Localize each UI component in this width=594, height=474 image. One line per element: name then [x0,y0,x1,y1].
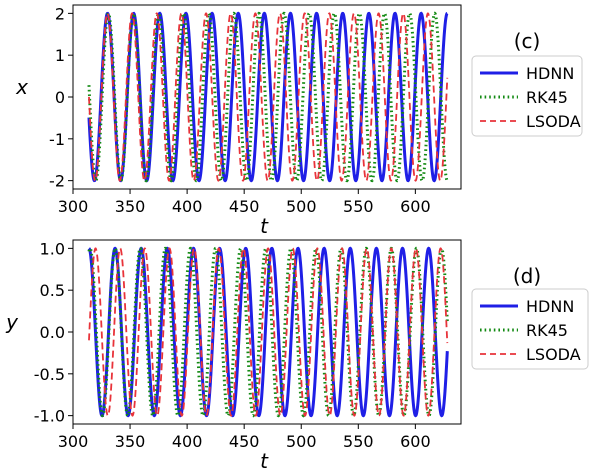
x-tick-label: 400 [172,432,203,451]
panel-d: 300 350 400 450 500 550 600 -1.0 -0.5 0.0 0.5 1.0 t y… [5,239,589,473]
x-tick-label: 600 [400,432,431,451]
y-tick-label: 0.0 [40,323,65,342]
legend-label-lsoda: LSODA [526,112,581,131]
y-axis-label: x [15,75,28,99]
y-tick-label: 2 [55,4,65,23]
x-tick-label: 300 [58,197,89,216]
y-tick-label: -2 [49,172,65,191]
y-tick-label: 1 [55,46,65,65]
y-axis-label: y [5,310,19,334]
x-tick-label: 450 [229,432,260,451]
x-tick-label: 350 [115,432,146,451]
x-tick-label: 550 [343,197,374,216]
x-tick-label: 550 [343,432,374,451]
series-line-lsoda [88,247,449,417]
x-tick-label: 400 [172,197,203,216]
x-tick-label: 300 [58,432,89,451]
panel-label: (c) [514,29,541,53]
y-tick-label: -1 [49,130,65,149]
legend-label-rk45: RK45 [526,321,568,340]
x-axis-label: t [260,214,269,238]
legend: HDNN RK45 LSODA [471,55,583,137]
y-tick-label: -0.5 [34,365,65,384]
x-tick-label: 500 [286,432,317,451]
panel-label: (d) [513,264,541,288]
series-line-rk45 [87,11,449,183]
y-tick-label: -1.0 [34,407,65,426]
legend-label-lsoda: LSODA [526,345,581,364]
x-tick-label: 450 [229,197,260,216]
panel-c: 300 350 400 450 500 550 600 -2 -1 0 1 2 t x (c) HDNN RK4… [15,4,583,238]
x-tick-label: 600 [400,197,431,216]
legend: HDNN RK45 LSODA [471,288,589,370]
legend-box [471,55,583,137]
x-tick-label: 350 [115,197,146,216]
x-axis-label: t [260,449,269,473]
legend-label-rk45: RK45 [526,88,568,107]
legend-label-hdnn: HDNN [526,297,574,316]
legend-box [471,288,589,370]
y-tick-label: 0.5 [40,281,65,300]
x-tick-label: 500 [286,197,317,216]
y-tick-label: 1.0 [40,239,65,258]
series-line-hdnn [87,246,449,418]
legend-label-hdnn: HDNN [526,64,574,83]
y-tick-label: 0 [55,88,65,107]
